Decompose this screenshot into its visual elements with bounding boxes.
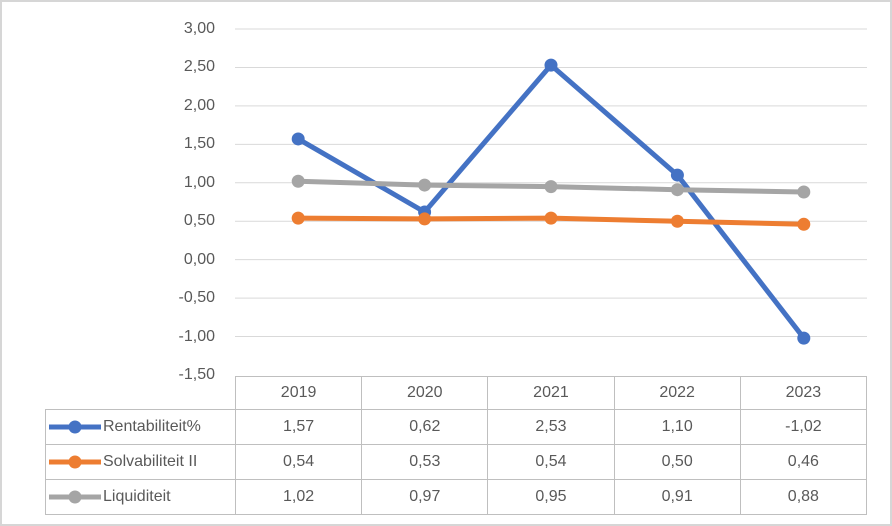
table-corner-spacer: [46, 377, 236, 410]
data-point: [291, 211, 305, 225]
table-cell: 0,88: [739, 479, 868, 515]
table-header-cell: 2020: [361, 376, 489, 410]
legend-cell: Solvabiliteit II: [45, 444, 236, 480]
y-axis-label: 1,50: [183, 135, 215, 153]
legend-label: Liquiditeit: [103, 488, 171, 505]
table-cell: 0,62: [361, 409, 489, 445]
data-point: [670, 214, 684, 228]
table-cell: 0,46: [739, 444, 868, 480]
table-cell: 0,54: [234, 444, 363, 480]
table-cell: 1,02: [234, 479, 363, 515]
legend-entry: Rentabiliteit%: [48, 418, 235, 436]
legend-marker-icon: [49, 490, 101, 504]
data-point: [670, 168, 684, 182]
legend-label: Rentabiliteit%: [103, 418, 201, 435]
table-cell: 2,53: [487, 409, 615, 445]
data-table: 2019 2020 2021 2022 2023 Rentabiliteit% 1,57 0,…: [45, 376, 868, 515]
data-point: [544, 211, 558, 225]
table-cell: 0,91: [613, 479, 741, 515]
y-axis-label: 2,00: [183, 96, 215, 114]
legend-entry: Solvabiliteit II: [48, 453, 235, 471]
y-axis-label: 2,50: [183, 58, 215, 76]
table-cell: 1,57: [234, 409, 363, 445]
data-point: [797, 185, 811, 199]
table-cell: 0,53: [361, 444, 489, 480]
table-header-row: 2019 2020 2021 2022 2023: [46, 376, 868, 410]
y-axis-label: 1,00: [183, 173, 215, 191]
table-row: Liquiditeit 1,02 0,97 0,95 0,91 0,88: [45, 479, 868, 515]
y-axis-label: -1,00: [178, 327, 215, 345]
table-cell: 0,50: [613, 444, 741, 480]
table-cell: 0,97: [361, 479, 489, 515]
data-point: [291, 174, 305, 188]
table-header-cell: 2022: [613, 376, 741, 410]
table-row: Solvabiliteit II 0,54 0,53 0,54 0,50 0,46: [45, 444, 868, 480]
y-axis-label: -0,50: [178, 289, 215, 307]
y-axis-label: 3,00: [183, 20, 215, 37]
legend-marker-icon: [49, 455, 101, 469]
legend-cell: Liquiditeit: [45, 479, 236, 515]
legend-marker-icon: [49, 420, 101, 434]
data-point: [418, 178, 432, 192]
data-point: [418, 212, 432, 226]
data-point: [544, 58, 558, 72]
y-axis-label: 0,50: [183, 212, 215, 230]
legend-cell: Rentabiliteit%: [45, 409, 236, 445]
legend-label: Solvabiliteit II: [103, 453, 198, 470]
table-cell: 0,54: [487, 444, 615, 480]
table-header-cell: 2023: [739, 376, 868, 410]
table-cell: 0,95: [487, 479, 615, 515]
data-point: [291, 132, 305, 146]
table-row: Rentabiliteit% 1,57 0,62 2,53 1,10 -1,02: [45, 409, 868, 445]
table-header-cell: 2021: [487, 376, 615, 410]
data-point: [544, 180, 558, 194]
y-axis-label: 0,00: [183, 250, 215, 268]
table-header-cell: 2019: [234, 376, 363, 410]
data-point: [670, 183, 684, 197]
y-axis-label: -1,50: [178, 366, 215, 383]
data-point: [797, 331, 811, 345]
table-cell: -1,02: [739, 409, 868, 445]
data-point: [797, 217, 811, 231]
table-cell: 1,10: [613, 409, 741, 445]
legend-entry: Liquiditeit: [48, 488, 235, 506]
